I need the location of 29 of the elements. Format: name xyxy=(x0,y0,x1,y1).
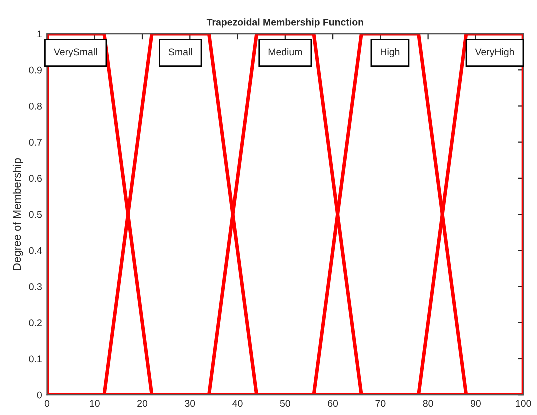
x-tick-label: 10 xyxy=(90,400,100,408)
chart-title: Trapezoidal Membership Function xyxy=(206,18,364,28)
series-label: VeryHigh xyxy=(475,48,514,58)
x-tick-label: 90 xyxy=(470,400,481,408)
y-axis-title: Degree of Membership xyxy=(12,158,24,270)
x-tick-label: 60 xyxy=(328,400,338,408)
series-label: High xyxy=(381,48,400,58)
y-tick-label: 0.6 xyxy=(29,175,42,182)
y-tick-label: 0.1 xyxy=(29,356,42,363)
y-tick-label: 0.4 xyxy=(29,247,42,254)
series-label: Medium xyxy=(268,48,302,56)
x-tick-label: 40 xyxy=(232,400,243,408)
x-tick-label: 50 xyxy=(280,400,290,408)
series-label: VerySmall xyxy=(54,48,98,58)
x-tick-label: 70 xyxy=(376,400,386,408)
y-tick-label: 0.5 xyxy=(29,211,42,218)
x-tick-label: 100 xyxy=(516,400,532,408)
x-tick-label: 80 xyxy=(423,400,434,408)
y-tick-label: 0.3 xyxy=(29,284,42,290)
x-tick-label: 20 xyxy=(138,400,148,408)
y-tick-label: 0.2 xyxy=(29,320,42,326)
series-label: Small xyxy=(168,48,192,56)
x-tick-label: 0 xyxy=(44,400,50,408)
y-tick-label: 0.7 xyxy=(29,139,42,146)
y-tick-label: 0.8 xyxy=(29,102,42,110)
y-tick-label: 0 xyxy=(37,392,42,399)
x-tick-label: 30 xyxy=(185,400,196,408)
y-tick-label: 1 xyxy=(38,30,42,38)
y-tick-label: 0.9 xyxy=(29,66,42,74)
